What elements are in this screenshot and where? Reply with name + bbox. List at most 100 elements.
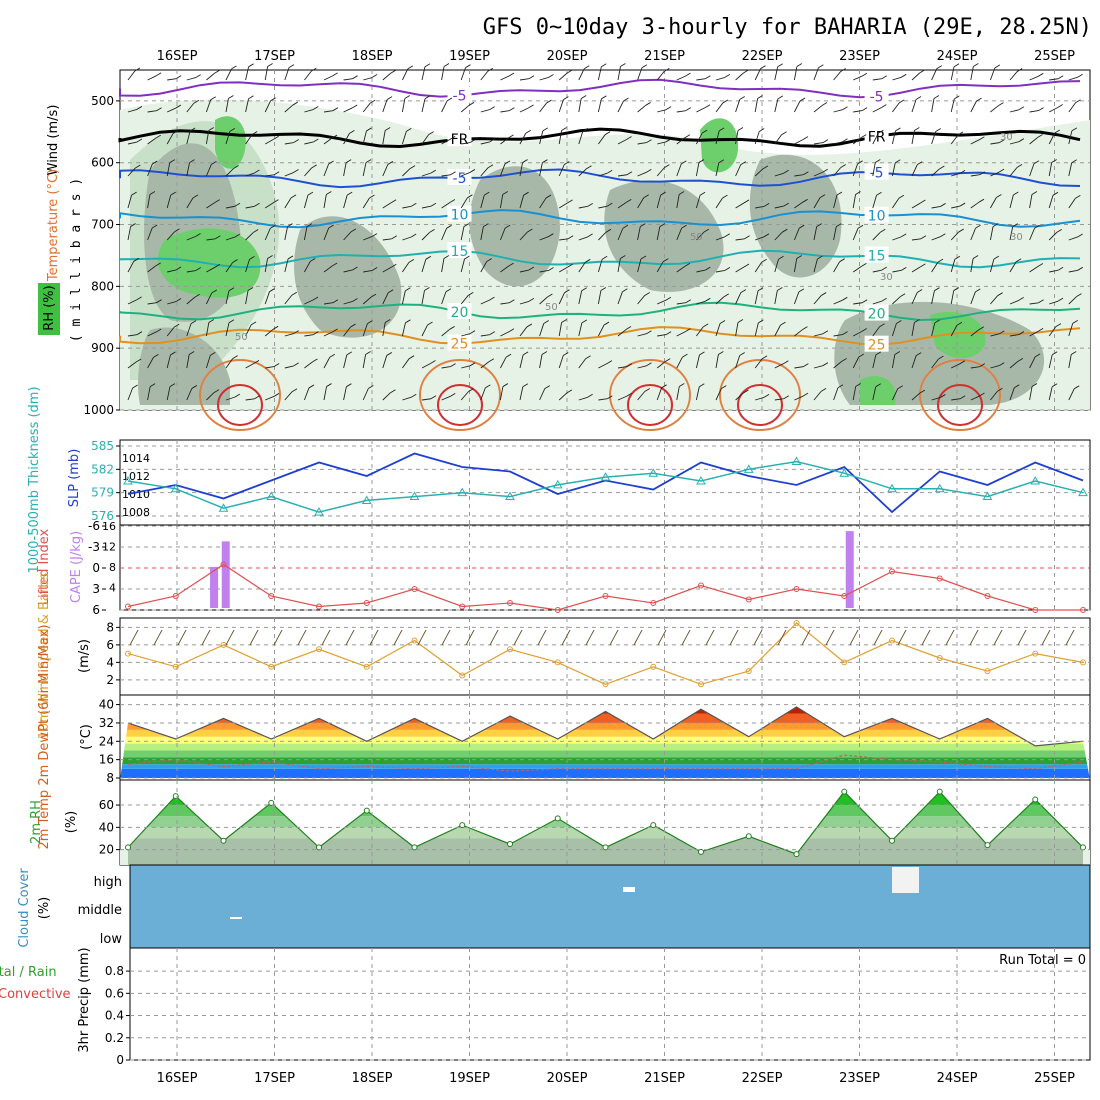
wind-barb-flag (585, 355, 591, 360)
wind-barb (186, 236, 196, 241)
surface-wind-barb (225, 629, 235, 646)
wind-barb-flag (484, 191, 490, 196)
rh-point (984, 842, 991, 849)
wind-barb (696, 300, 706, 305)
wind-barb-flag (820, 292, 827, 296)
wind-barb-flag (291, 291, 298, 296)
wind-barb (421, 205, 432, 209)
wind-barb-flag (600, 287, 607, 291)
wind-barb (1068, 130, 1073, 145)
lifted-index-point (220, 561, 227, 568)
wind-barb-flag (802, 326, 808, 331)
wind-barb-flag (548, 74, 554, 78)
rh-point (841, 788, 848, 795)
wind-barb-flag (189, 127, 196, 132)
bottom-date-19SEP: 19SEP (449, 1071, 490, 1086)
wind-barb (1029, 331, 1039, 337)
wind-barb-flag (979, 392, 985, 397)
rh2m-unit-label: (%) (64, 811, 79, 834)
wind-barb (891, 162, 896, 177)
wind-barb (1029, 302, 1039, 305)
wind-barb-flag (269, 225, 276, 229)
wind-barb (245, 205, 255, 209)
surface-wind-barb (513, 629, 523, 646)
surface-wind-barb (1065, 629, 1075, 646)
wind-barb-flag (739, 96, 745, 100)
wind-barb (950, 259, 956, 273)
wind-speed-point (411, 637, 418, 644)
rh-point (220, 837, 227, 844)
wind-barb-flag (1057, 75, 1064, 80)
wind-barb-flag (1054, 129, 1061, 134)
wind-barb (735, 72, 744, 81)
wind-barb-flag (253, 359, 260, 364)
wind-barb (970, 139, 980, 145)
wind-barb (421, 98, 426, 113)
wind-barb-flag (310, 258, 316, 262)
temperature-ytick: 16 (99, 753, 114, 767)
wind-barb-flag (391, 235, 397, 240)
wind-barb-flag (901, 266, 907, 271)
rh-point (316, 844, 322, 851)
rh-point (650, 822, 657, 829)
thickness-point (743, 464, 754, 473)
wind-barb (225, 205, 236, 209)
wind-barb-flag (332, 299, 339, 304)
thickness-series-line (127, 460, 1084, 513)
rh-point (411, 844, 418, 851)
wind-barb-flag (131, 191, 137, 196)
lifted-index-point (554, 607, 561, 613)
lifted-index-point (268, 593, 275, 599)
wind-barb-flag (229, 127, 236, 132)
slp-ytick: 1014 (122, 452, 150, 465)
wind-barb (264, 228, 271, 241)
wind-barb (1068, 198, 1076, 209)
thickness-point (839, 468, 850, 477)
wind-barb-flag (758, 319, 764, 324)
thickness-point (409, 491, 420, 501)
wind-barb-flag (704, 104, 711, 109)
thickness-axis-label: 1000-500mb Thickness (dm) (27, 386, 42, 573)
wind-barb (754, 131, 760, 145)
top-date-21SEP: 21SEP (644, 49, 685, 64)
wind-barb-flag (425, 255, 432, 260)
temp-band (120, 743, 1090, 751)
wind-barb-flag (328, 160, 334, 165)
wind-barb-flag (822, 330, 829, 335)
slp-ytick: 1008 (122, 506, 150, 519)
wind-barb (970, 258, 974, 273)
wind-barb-flag (502, 191, 508, 195)
lifted-index-point (936, 575, 943, 582)
wind-barb (539, 197, 547, 209)
wind-barb-flag (839, 258, 845, 263)
wind-barb (715, 76, 725, 81)
upper-air-ytick: 900 (91, 341, 114, 355)
wind-barb-flag (620, 255, 626, 259)
wind-barb (167, 269, 177, 273)
wind-barb-flag (502, 383, 509, 387)
wind-barb (970, 66, 974, 81)
surface-wind-barb (321, 629, 331, 646)
wind-barb-flag (411, 202, 417, 207)
wind-barb (970, 329, 980, 337)
wind-barb-flag (273, 393, 280, 397)
dewpoint-line (127, 754, 1084, 772)
wind-barb-flag (739, 352, 745, 356)
wind-barb (911, 238, 922, 241)
wind-barb (265, 396, 275, 401)
wind-barb-flag (408, 259, 415, 263)
wind-barb (735, 322, 739, 337)
wind-barb-flag (1031, 191, 1038, 195)
lifted-index-point (316, 603, 322, 610)
wind-barb (460, 67, 466, 81)
wind-barb-flag (548, 233, 554, 238)
wind-barb-flag (737, 127, 744, 131)
isotherm-25 (119, 326, 1081, 346)
wind-barb-flag (626, 136, 632, 140)
wind-barb (499, 163, 506, 177)
wind-barb (833, 261, 841, 273)
wind-barb (167, 107, 177, 113)
wind-barb-flag (1038, 299, 1044, 304)
wind-barb-flag (783, 360, 789, 365)
